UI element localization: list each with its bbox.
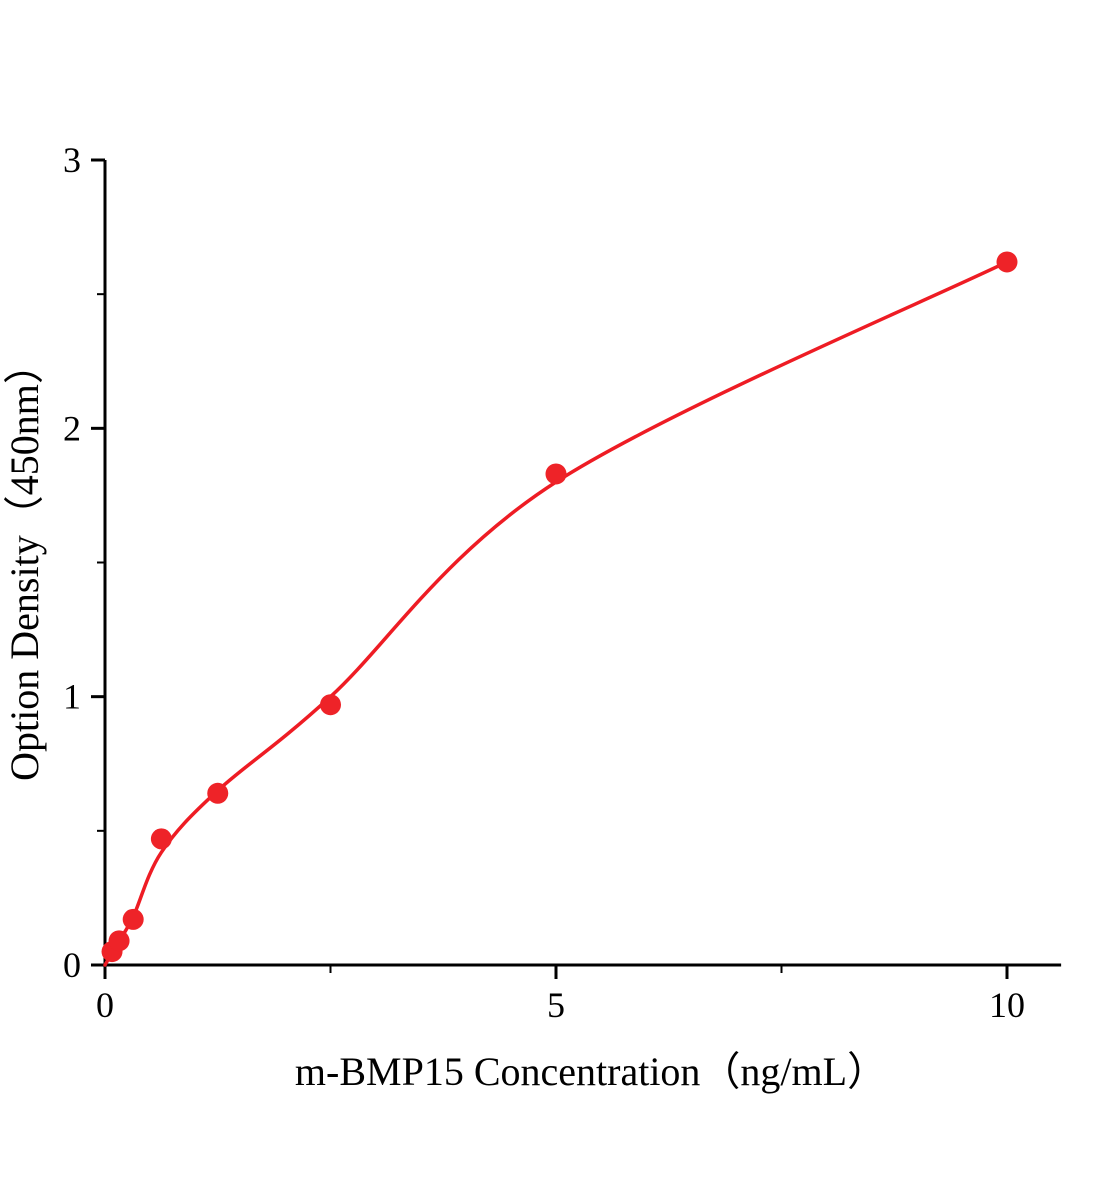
fit-curve xyxy=(103,260,1009,967)
y-axis-title: Option Density（450nm） xyxy=(2,344,47,781)
y-axis-tick-label: 2 xyxy=(63,408,81,448)
data-point xyxy=(108,930,130,952)
data-point xyxy=(545,463,567,485)
data-point xyxy=(150,828,172,850)
y-axis-tick-label: 3 xyxy=(63,140,81,180)
data-point xyxy=(996,251,1018,273)
data-point xyxy=(207,782,229,804)
x-axis-title: m-BMP15 Concentration（ng/mL） xyxy=(295,1049,887,1094)
y-axis-tick-label: 1 xyxy=(63,677,81,717)
data-point xyxy=(320,694,341,716)
x-axis-tick-label: 5 xyxy=(547,985,565,1025)
x-axis-tick-label: 10 xyxy=(989,985,1025,1025)
x-axis-tick-label: 0 xyxy=(96,985,114,1025)
y-axis-tick-label: 0 xyxy=(63,945,81,985)
data-point xyxy=(122,908,144,930)
